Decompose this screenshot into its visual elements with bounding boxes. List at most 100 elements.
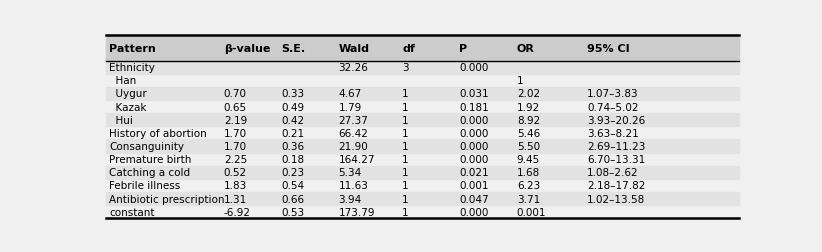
- Text: Uygur: Uygur: [109, 89, 147, 99]
- Text: df: df: [402, 44, 415, 54]
- Text: 1.70: 1.70: [224, 128, 247, 138]
- Text: 0.000: 0.000: [459, 154, 489, 165]
- Text: 21.90: 21.90: [339, 141, 368, 151]
- Text: 3.71: 3.71: [517, 194, 540, 204]
- Text: 0.70: 0.70: [224, 89, 247, 99]
- Text: constant: constant: [109, 207, 155, 217]
- Text: 3: 3: [402, 63, 409, 73]
- Bar: [106, 36, 739, 61]
- Text: 6.23: 6.23: [517, 181, 540, 191]
- Text: 2.19: 2.19: [224, 115, 247, 125]
- Text: 1.02–13.58: 1.02–13.58: [587, 194, 645, 204]
- Text: 1: 1: [402, 102, 409, 112]
- Text: 5.50: 5.50: [517, 141, 540, 151]
- Text: 1.07–3.83: 1.07–3.83: [587, 89, 639, 99]
- Text: 0.42: 0.42: [281, 115, 304, 125]
- Text: 1: 1: [402, 89, 409, 99]
- Text: Wald: Wald: [339, 44, 369, 54]
- Text: 0.23: 0.23: [281, 168, 304, 178]
- Text: 1.68: 1.68: [517, 168, 540, 178]
- Text: 1.70: 1.70: [224, 141, 247, 151]
- Text: 3.93–20.26: 3.93–20.26: [587, 115, 645, 125]
- Text: 3.63–8.21: 3.63–8.21: [587, 128, 639, 138]
- Text: 173.79: 173.79: [339, 207, 375, 217]
- Text: Pattern: Pattern: [109, 44, 156, 54]
- Text: 0.52: 0.52: [224, 168, 247, 178]
- Text: 0.53: 0.53: [281, 207, 304, 217]
- Text: 1.08–2.62: 1.08–2.62: [587, 168, 639, 178]
- Text: 5.34: 5.34: [339, 168, 362, 178]
- Text: 0.54: 0.54: [281, 181, 304, 191]
- Text: 32.26: 32.26: [339, 63, 368, 73]
- Text: 1: 1: [402, 181, 409, 191]
- Text: 2.18–17.82: 2.18–17.82: [587, 181, 645, 191]
- Text: 1: 1: [402, 207, 409, 217]
- Text: 95% CI: 95% CI: [587, 44, 630, 54]
- Text: 164.27: 164.27: [339, 154, 375, 165]
- Text: 0.66: 0.66: [281, 194, 304, 204]
- Text: 1: 1: [402, 194, 409, 204]
- Text: Catching a cold: Catching a cold: [109, 168, 190, 178]
- Text: 4.67: 4.67: [339, 89, 362, 99]
- Text: Ethnicity: Ethnicity: [109, 63, 155, 73]
- Text: OR: OR: [517, 44, 534, 54]
- Text: 1: 1: [402, 128, 409, 138]
- Bar: [106, 166, 739, 179]
- Text: 0.047: 0.047: [459, 194, 489, 204]
- Text: 2.25: 2.25: [224, 154, 247, 165]
- Text: Consanguinity: Consanguinity: [109, 141, 184, 151]
- Text: 0.000: 0.000: [459, 63, 489, 73]
- Text: 3.94: 3.94: [339, 194, 362, 204]
- Text: -6.92: -6.92: [224, 207, 251, 217]
- Text: 1.31: 1.31: [224, 194, 247, 204]
- Text: Hui: Hui: [109, 115, 133, 125]
- Text: 0.000: 0.000: [459, 141, 489, 151]
- Text: Febrile illness: Febrile illness: [109, 181, 180, 191]
- Text: β-value: β-value: [224, 44, 270, 54]
- Bar: [106, 61, 739, 74]
- Text: 0.021: 0.021: [459, 168, 489, 178]
- Text: 6.70–13.31: 6.70–13.31: [587, 154, 645, 165]
- Text: 1.83: 1.83: [224, 181, 247, 191]
- Bar: [106, 87, 739, 101]
- Bar: [106, 192, 739, 205]
- Text: Han: Han: [109, 76, 136, 86]
- Text: 0.36: 0.36: [281, 141, 304, 151]
- Text: 27.37: 27.37: [339, 115, 368, 125]
- Text: 0.000: 0.000: [459, 128, 489, 138]
- Text: P: P: [459, 44, 468, 54]
- Text: 0.181: 0.181: [459, 102, 489, 112]
- Text: History of abortion: History of abortion: [109, 128, 207, 138]
- Text: S.E.: S.E.: [281, 44, 305, 54]
- Text: 1: 1: [402, 154, 409, 165]
- Text: 0.18: 0.18: [281, 154, 304, 165]
- Text: 0.65: 0.65: [224, 102, 247, 112]
- Text: 9.45: 9.45: [517, 154, 540, 165]
- Text: 2.69–11.23: 2.69–11.23: [587, 141, 645, 151]
- Text: 0.000: 0.000: [459, 207, 489, 217]
- Text: 66.42: 66.42: [339, 128, 368, 138]
- Text: 0.33: 0.33: [281, 89, 304, 99]
- Text: 1: 1: [402, 141, 409, 151]
- Text: 0.49: 0.49: [281, 102, 304, 112]
- Text: 0.74–5.02: 0.74–5.02: [587, 102, 639, 112]
- Text: 0.031: 0.031: [459, 89, 489, 99]
- Bar: [106, 140, 739, 153]
- Text: 0.21: 0.21: [281, 128, 304, 138]
- Text: 1.79: 1.79: [339, 102, 362, 112]
- Text: 0.000: 0.000: [459, 115, 489, 125]
- Text: 1: 1: [402, 115, 409, 125]
- Text: 11.63: 11.63: [339, 181, 368, 191]
- Text: 1.92: 1.92: [517, 102, 540, 112]
- Text: 1: 1: [517, 76, 524, 86]
- Text: 5.46: 5.46: [517, 128, 540, 138]
- Text: 8.92: 8.92: [517, 115, 540, 125]
- Text: Premature birth: Premature birth: [109, 154, 192, 165]
- Text: 1: 1: [402, 168, 409, 178]
- Text: Antibiotic prescription: Antibiotic prescription: [109, 194, 224, 204]
- Text: 0.001: 0.001: [517, 207, 547, 217]
- Text: 2.02: 2.02: [517, 89, 540, 99]
- Bar: [106, 114, 739, 127]
- Text: 0.001: 0.001: [459, 181, 489, 191]
- Text: Kazak: Kazak: [109, 102, 146, 112]
